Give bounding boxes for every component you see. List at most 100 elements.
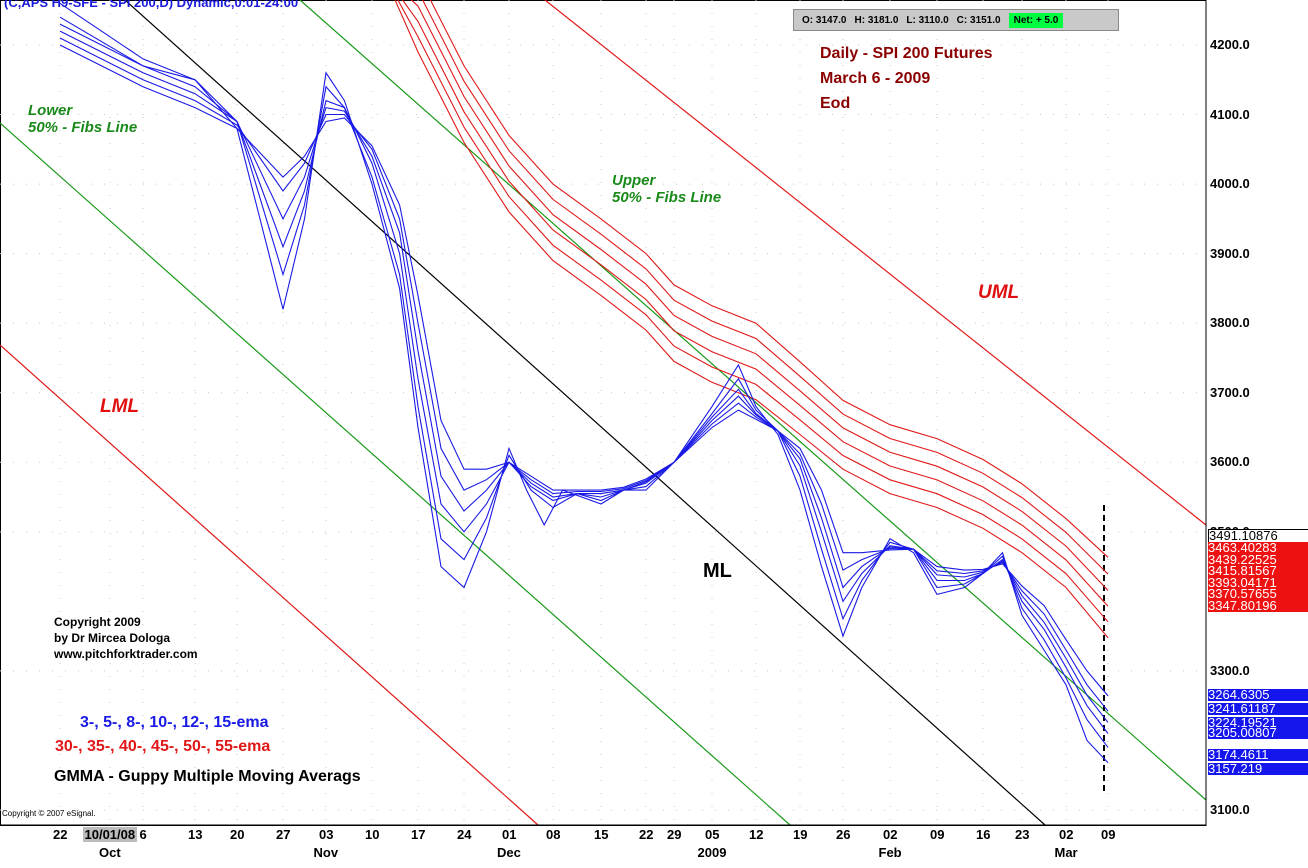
x-tick-label: 22	[53, 827, 68, 842]
uml-label: UML	[978, 282, 1020, 303]
x-month-label: Feb	[878, 845, 902, 860]
upper-fibs-line-1: Upper	[612, 172, 656, 189]
x-tick-label: 03	[319, 827, 334, 842]
high-value: H: 3181.0	[854, 14, 899, 26]
end-label-red: 3415.81567	[1208, 565, 1308, 577]
x-month-label: Oct	[99, 845, 121, 860]
x-tick-label: 05	[705, 827, 720, 842]
y-tick-label: 3300.0	[1210, 662, 1250, 678]
end-label-blue: 3224.19521	[1208, 717, 1308, 729]
lower-fibs-label: Lower 50% - Fibs Line	[28, 102, 137, 136]
copyright-line-3: www.pitchforktrader.com	[54, 647, 198, 661]
end-label-red: 3370.57655	[1208, 588, 1308, 600]
axis-layer	[0, 0, 1207, 826]
end-label-white: 3491.10876	[1208, 529, 1308, 543]
lower-fibs-line-2: 50% - Fibs Line	[28, 119, 138, 136]
blue-ema-12-ema	[59, 37, 1109, 712]
x-tick-label: 19	[793, 827, 808, 842]
blue-ema-group	[59, 2, 1109, 764]
x-tick-label: 12	[749, 827, 764, 842]
x-month-label: 2009	[697, 845, 727, 860]
symbol-header: (C,APS H9-SFE - SPI 200,D) Dynamic,0:01-…	[4, 0, 299, 10]
x-tick-label: 13	[188, 827, 203, 842]
x-tick-label: 10/01/08	[82, 827, 138, 842]
title-line-3: Eod	[820, 95, 851, 112]
blue-ema-3-ema	[59, 2, 1109, 764]
title-line-2: March 6 - 2009	[820, 70, 931, 87]
x-tick-label: 29	[667, 827, 682, 842]
copyright-line-2: by Dr Mircea Dologa	[54, 631, 171, 645]
x-tick-label: 24	[457, 827, 472, 842]
close-value: C: 3151.0	[956, 14, 1001, 26]
lower-fibs-line-1: Lower	[28, 102, 73, 119]
x-tick-label: 20	[230, 827, 245, 842]
blue-ema-5-ema	[59, 16, 1109, 748]
y-tick-label: 3900.0	[1210, 245, 1250, 261]
legend-black: GMMA - Guppy Multiple Moving Averags	[54, 768, 361, 785]
end-label-blue: 3241.61187	[1208, 703, 1308, 715]
median-line	[124, 0, 1046, 826]
end-label-blue: 3264.6305	[1208, 689, 1308, 701]
end-label-red: 3347.80196	[1208, 599, 1308, 612]
lml-label: LML	[100, 396, 140, 417]
net-value: Net: + 5.0	[1008, 12, 1064, 28]
blue-ema-15-ema	[59, 44, 1109, 697]
x-tick-label: 08	[546, 827, 561, 842]
upper-fibs-label: Upper 50% - Fibs Line	[612, 172, 721, 206]
x-tick-label: 02	[883, 827, 898, 842]
end-label-blue: 3205.00807	[1208, 727, 1308, 739]
x-tick-label: 16	[976, 827, 991, 842]
grid-layer	[0, 0, 1207, 826]
blue-ema-8-ema	[59, 23, 1109, 734]
y-tick-label: 3600.0	[1210, 454, 1250, 470]
x-tick-label: 02	[1059, 827, 1074, 842]
red-ema-40-ema	[401, 0, 1109, 607]
copyright-line-1: Copyright 2009	[54, 615, 141, 629]
end-label-blue: 3157.219	[1208, 763, 1308, 775]
legend-red: 30-, 35-, 40-, 45-, 50-, 55-ema	[55, 738, 271, 755]
open-value: O: 3147.0	[802, 14, 847, 26]
red-ema-50-ema	[422, 0, 1109, 575]
red-ema-35-ema	[397, 0, 1109, 623]
y-tick-label: 4200.0	[1210, 37, 1250, 52]
plot-frame	[0, 0, 1207, 826]
red-ema-group	[394, 0, 1109, 639]
lower-fibs-line	[0, 122, 791, 826]
x-tick-label: 10	[365, 827, 380, 842]
ml-label: ML	[703, 560, 732, 582]
x-tick-label: 23	[1015, 827, 1030, 842]
y-tick-label: 3700.0	[1210, 384, 1250, 400]
end-label-red: 3393.04171	[1208, 576, 1308, 589]
title-line-1: Daily - SPI 200 Futures	[820, 45, 993, 62]
end-label-red: 3463.40283	[1208, 542, 1308, 554]
end-label-red: 3439.22525	[1208, 553, 1308, 566]
y-tick-label: 4100.0	[1210, 106, 1250, 122]
x-month-label: Mar	[1054, 845, 1078, 860]
x-tick-label: 09	[930, 827, 945, 842]
x-month-label: Dec	[497, 845, 521, 860]
red-ema-55-ema	[429, 0, 1109, 558]
x-tick-label: 27	[276, 827, 291, 842]
x-tick-label: 22	[639, 827, 654, 842]
x-tick-label: 17	[411, 827, 426, 842]
esignal-copyright: Copyright © 2007 eSignal.	[2, 809, 96, 818]
upper-median-line	[544, 0, 1207, 526]
upper-fibs-line-2: 50% - Fibs Line	[612, 189, 722, 206]
blue-ema-10-ema	[59, 30, 1109, 723]
low-value: L: 3110.0	[906, 14, 949, 26]
red-ema-30-ema	[394, 0, 1109, 639]
x-tick-label: 09	[1101, 827, 1116, 842]
x-tick-label: 26	[836, 827, 851, 842]
x-tick-label: 01	[502, 827, 517, 842]
ohlc-bar: O: 3147.0 H: 3181.0 L: 3110.0 C: 3151.0 …	[793, 9, 1119, 31]
x-tick-label: 15	[594, 827, 609, 842]
lower-median-line	[0, 344, 539, 826]
copyright-block: Copyright 2009 by Dr Mircea Dologa www.p…	[54, 614, 198, 662]
x-tick-label: 6	[139, 827, 147, 842]
y-tick-label: 4000.0	[1210, 176, 1250, 192]
legend-blue: 3-, 5-, 8-, 10-, 12-, 15-ema	[80, 714, 269, 731]
y-tick-label: 3800.0	[1210, 315, 1250, 331]
red-ema-45-ema	[410, 0, 1109, 591]
end-label-blue: 3174.4611	[1208, 749, 1308, 761]
